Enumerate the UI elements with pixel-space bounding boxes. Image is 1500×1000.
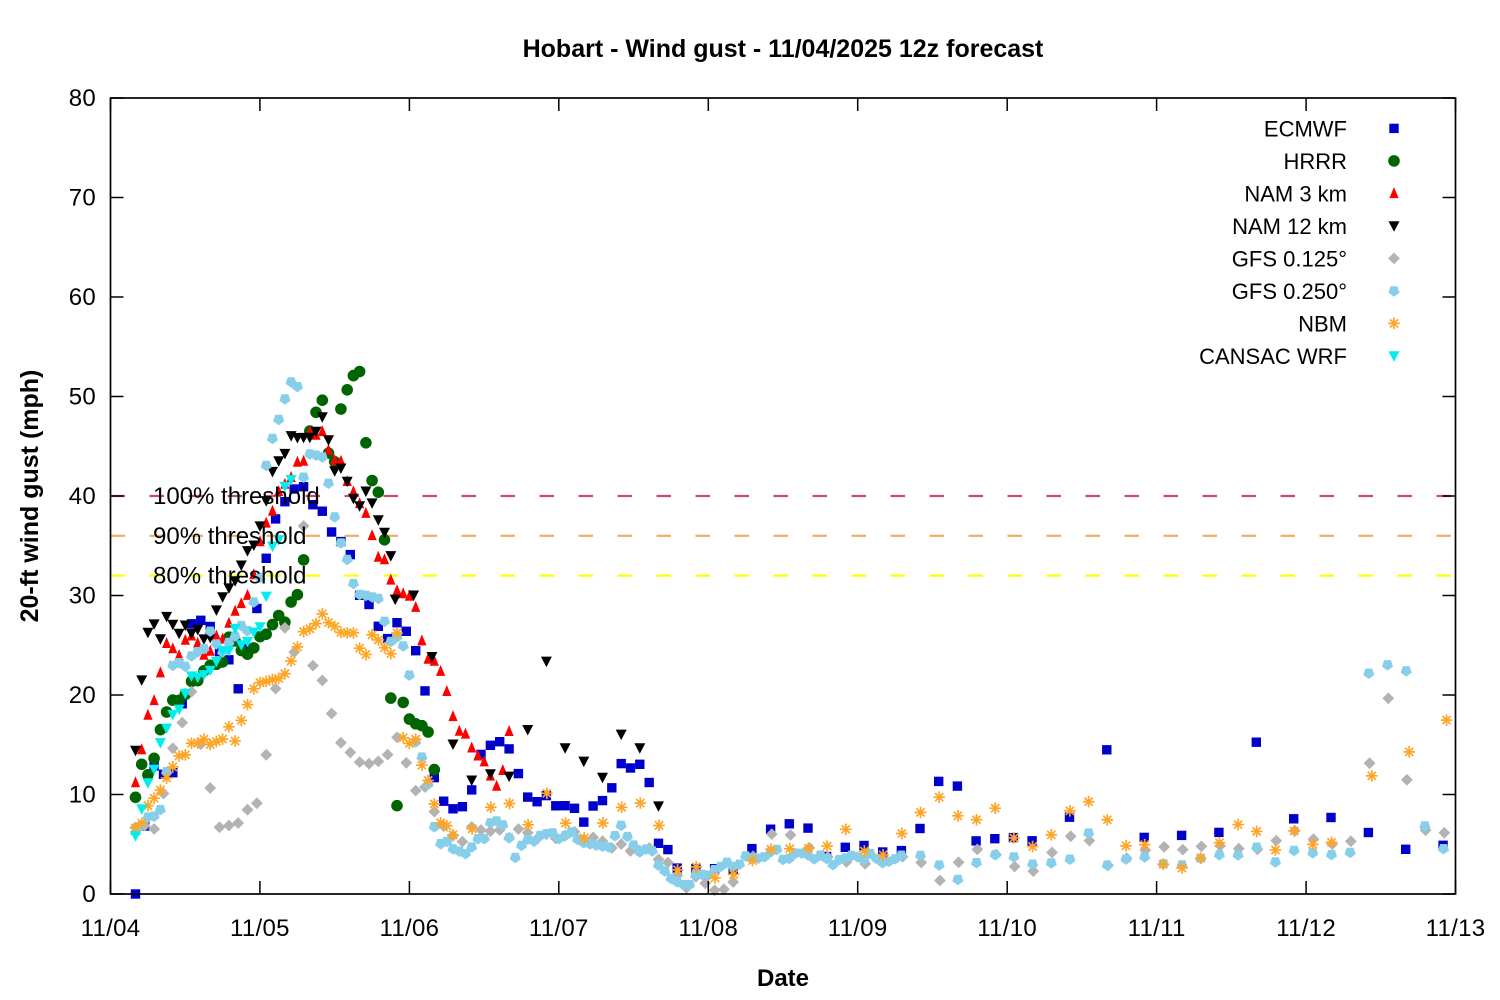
- svg-text:11/09: 11/09: [828, 915, 888, 942]
- svg-text:90% threshold: 90% threshold: [153, 523, 306, 550]
- svg-text:0: 0: [82, 881, 96, 908]
- svg-text:30: 30: [69, 583, 96, 610]
- svg-text:40: 40: [69, 483, 96, 510]
- svg-text:HRRR: HRRR: [1283, 149, 1347, 174]
- svg-text:11/06: 11/06: [380, 915, 440, 942]
- svg-text:11/10: 11/10: [977, 915, 1037, 942]
- svg-text:50: 50: [69, 384, 96, 411]
- svg-text:20: 20: [69, 682, 96, 709]
- svg-text:11/12: 11/12: [1276, 915, 1336, 942]
- svg-text:20-ft wind gust (mph): 20-ft wind gust (mph): [16, 370, 44, 623]
- svg-text:NAM 3 km: NAM 3 km: [1244, 181, 1347, 206]
- svg-text:11/04: 11/04: [81, 915, 141, 942]
- svg-text:11/08: 11/08: [678, 915, 738, 942]
- svg-text:Hobart - Wind gust - 11/04/202: Hobart - Wind gust - 11/04/2025 12z fore…: [523, 35, 1044, 63]
- svg-text:11/11: 11/11: [1128, 915, 1186, 942]
- svg-text:NBM: NBM: [1298, 311, 1347, 336]
- svg-text:NAM 12 km: NAM 12 km: [1232, 214, 1347, 239]
- svg-text:100% threshold: 100% threshold: [153, 483, 320, 510]
- svg-text:80% threshold: 80% threshold: [153, 563, 306, 590]
- svg-text:Date: Date: [757, 965, 809, 992]
- svg-text:GFS 0.250°: GFS 0.250°: [1232, 279, 1347, 304]
- svg-text:11/07: 11/07: [529, 915, 589, 942]
- svg-text:70: 70: [69, 185, 96, 212]
- svg-text:80: 80: [69, 85, 96, 112]
- svg-text:ECMWF: ECMWF: [1264, 116, 1347, 141]
- svg-text:11/05: 11/05: [230, 915, 290, 942]
- svg-text:11/13: 11/13: [1426, 915, 1486, 942]
- svg-text:60: 60: [69, 284, 96, 311]
- svg-text:CANSAC WRF: CANSAC WRF: [1199, 344, 1347, 369]
- svg-text:GFS 0.125°: GFS 0.125°: [1232, 246, 1347, 271]
- svg-text:10: 10: [69, 782, 96, 809]
